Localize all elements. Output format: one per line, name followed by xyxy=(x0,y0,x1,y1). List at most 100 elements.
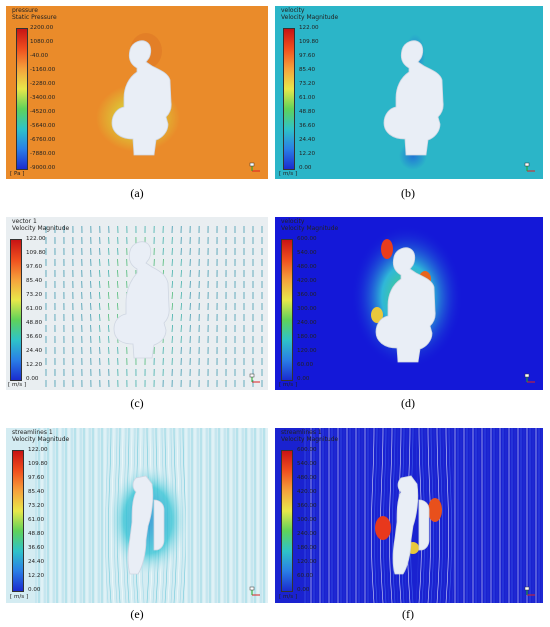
legend-tick: 85.40 xyxy=(299,67,316,73)
legend-colorbar xyxy=(283,28,295,170)
legend-tick: 97.60 xyxy=(299,53,316,59)
legend-tick: 60.00 xyxy=(297,362,314,368)
legend-tick: 480.00 xyxy=(297,475,317,481)
legend-tick: 73.20 xyxy=(28,503,45,509)
body-silhouette xyxy=(111,40,172,156)
streamline xyxy=(392,428,396,603)
legend-tick: 85.40 xyxy=(26,278,43,284)
legend-tick: 120.00 xyxy=(297,559,317,565)
legend-tick: 600.00 xyxy=(297,236,317,242)
legend-tick: 600.00 xyxy=(297,447,317,453)
legend-tick: 122.00 xyxy=(299,25,319,31)
legend-tick: 109.80 xyxy=(28,461,48,467)
legend-tick: 85.40 xyxy=(28,489,45,495)
legend-variable-name: velocity xyxy=(281,7,305,14)
legend-unit: [ m/s ] xyxy=(279,594,298,600)
legend-unit: [ m/s ] xyxy=(279,382,298,388)
legend-tick: -4520.00 xyxy=(30,109,56,115)
legend-tick: 97.60 xyxy=(26,264,43,270)
vector-arrow xyxy=(108,313,110,322)
legend-tick: 0.00 xyxy=(26,376,39,382)
caption-c: (c) xyxy=(130,396,144,410)
legend-tick: 0.00 xyxy=(297,587,310,593)
legend-tick: 24.40 xyxy=(28,559,45,565)
pressure-contour-plot xyxy=(6,6,268,179)
legend-tick: -6760.00 xyxy=(30,137,56,143)
vector-arrow xyxy=(108,291,110,300)
legend-tick: 61.00 xyxy=(26,306,43,312)
legend-variable-name: vector 1 xyxy=(12,218,37,225)
legend-tick: 480.00 xyxy=(297,264,317,270)
body-silhouette xyxy=(392,475,419,575)
legend-tick: -1160.00 xyxy=(30,67,56,73)
legend-tick: 61.00 xyxy=(299,95,316,101)
legend-title: velocity Velocity Magnitude xyxy=(281,218,338,232)
vector-arrow xyxy=(171,280,173,289)
legend-unit: [ m/s ] xyxy=(8,382,27,388)
streamline xyxy=(386,428,390,603)
legend-tick: 240.00 xyxy=(297,320,317,326)
legend-tick: -2280.00 xyxy=(30,81,56,87)
legend-tick: 60.00 xyxy=(297,573,314,579)
velocity-vector-plot xyxy=(6,217,268,390)
legend-quantity-name: Velocity Magnitude xyxy=(12,435,70,443)
legend-title: vector 1 Velocity Magnitude xyxy=(12,218,70,232)
legend-tick: 300.00 xyxy=(297,306,317,312)
legend-variable-name: velocity xyxy=(281,218,305,225)
panel-e-streamlines: streamlines 1 Velocity Magnitude 122.00 … xyxy=(6,428,268,603)
streamline xyxy=(442,428,446,603)
streamline xyxy=(415,428,419,603)
legend-quantity-name: Velocity Magnitude xyxy=(12,224,70,232)
legend-tick: 36.60 xyxy=(28,545,45,551)
legend-unit: [ m/s ] xyxy=(279,171,298,177)
legend-variable-name: pressure xyxy=(12,7,38,14)
body-silhouette xyxy=(383,40,444,156)
panel-b-velocity-magnitude: velocity Velocity Magnitude 122.00 109.8… xyxy=(275,6,543,179)
legend-tick: -7880.00 xyxy=(30,151,56,157)
legend-colorbar xyxy=(281,450,293,592)
streamline xyxy=(377,428,381,603)
streamline-plot xyxy=(6,428,268,603)
legend-tick: 73.20 xyxy=(26,292,43,298)
legend-tick: 24.40 xyxy=(299,137,316,143)
axis-triad-icon xyxy=(524,162,535,172)
body-silhouette xyxy=(113,241,170,359)
streamline xyxy=(108,428,112,603)
legend-tick: 540.00 xyxy=(297,461,317,467)
streamline xyxy=(395,428,399,603)
legend-tick: 97.60 xyxy=(28,475,45,481)
vector-arrow xyxy=(171,291,173,300)
legend-tick: 1080.00 xyxy=(30,39,54,45)
vector-arrow xyxy=(117,291,119,300)
legend-tick: 0.00 xyxy=(299,165,312,171)
vector-arrow xyxy=(108,280,110,289)
vector-arrow xyxy=(171,302,173,311)
streamlines xyxy=(304,428,543,603)
velocity-contour-plot xyxy=(275,6,543,179)
legend-tick: 420.00 xyxy=(297,278,317,284)
legend-tick: -40.00 xyxy=(30,53,49,59)
streamline xyxy=(448,428,452,603)
legend-quantity-name: Static Pressure xyxy=(12,13,57,21)
legend-quantity-name: Velocity Magnitude xyxy=(281,435,339,443)
velocity-contour-plot xyxy=(275,217,543,390)
panel-c-velocity-vectors: vector 1 Velocity Magnitude 122.00 109.8… xyxy=(6,217,268,390)
legend-colorbar xyxy=(281,239,293,381)
legend-tick: -3400.00 xyxy=(30,95,56,101)
streamline xyxy=(445,428,449,603)
legend-tick: 48.80 xyxy=(299,109,316,115)
body-silhouette xyxy=(375,247,436,363)
legend-title: pressure Static Pressure xyxy=(12,7,57,21)
legend-tick: 109.80 xyxy=(26,250,46,256)
legend-quantity-name: Velocity Magnitude xyxy=(281,13,339,21)
legend-tick: 24.40 xyxy=(26,348,43,354)
legend-tick: 36.60 xyxy=(26,334,43,340)
legend-tick: 12.20 xyxy=(28,573,45,579)
caption-e: (e) xyxy=(130,607,144,621)
legend-colorbar xyxy=(12,450,24,592)
legend-tick: 360.00 xyxy=(297,503,317,509)
legend-tick: -9000.00 xyxy=(30,165,56,171)
legend-unit: [ Pa ] xyxy=(10,171,25,177)
legend-tick: 73.20 xyxy=(299,81,316,87)
legend-tick: 2200.00 xyxy=(30,25,54,31)
